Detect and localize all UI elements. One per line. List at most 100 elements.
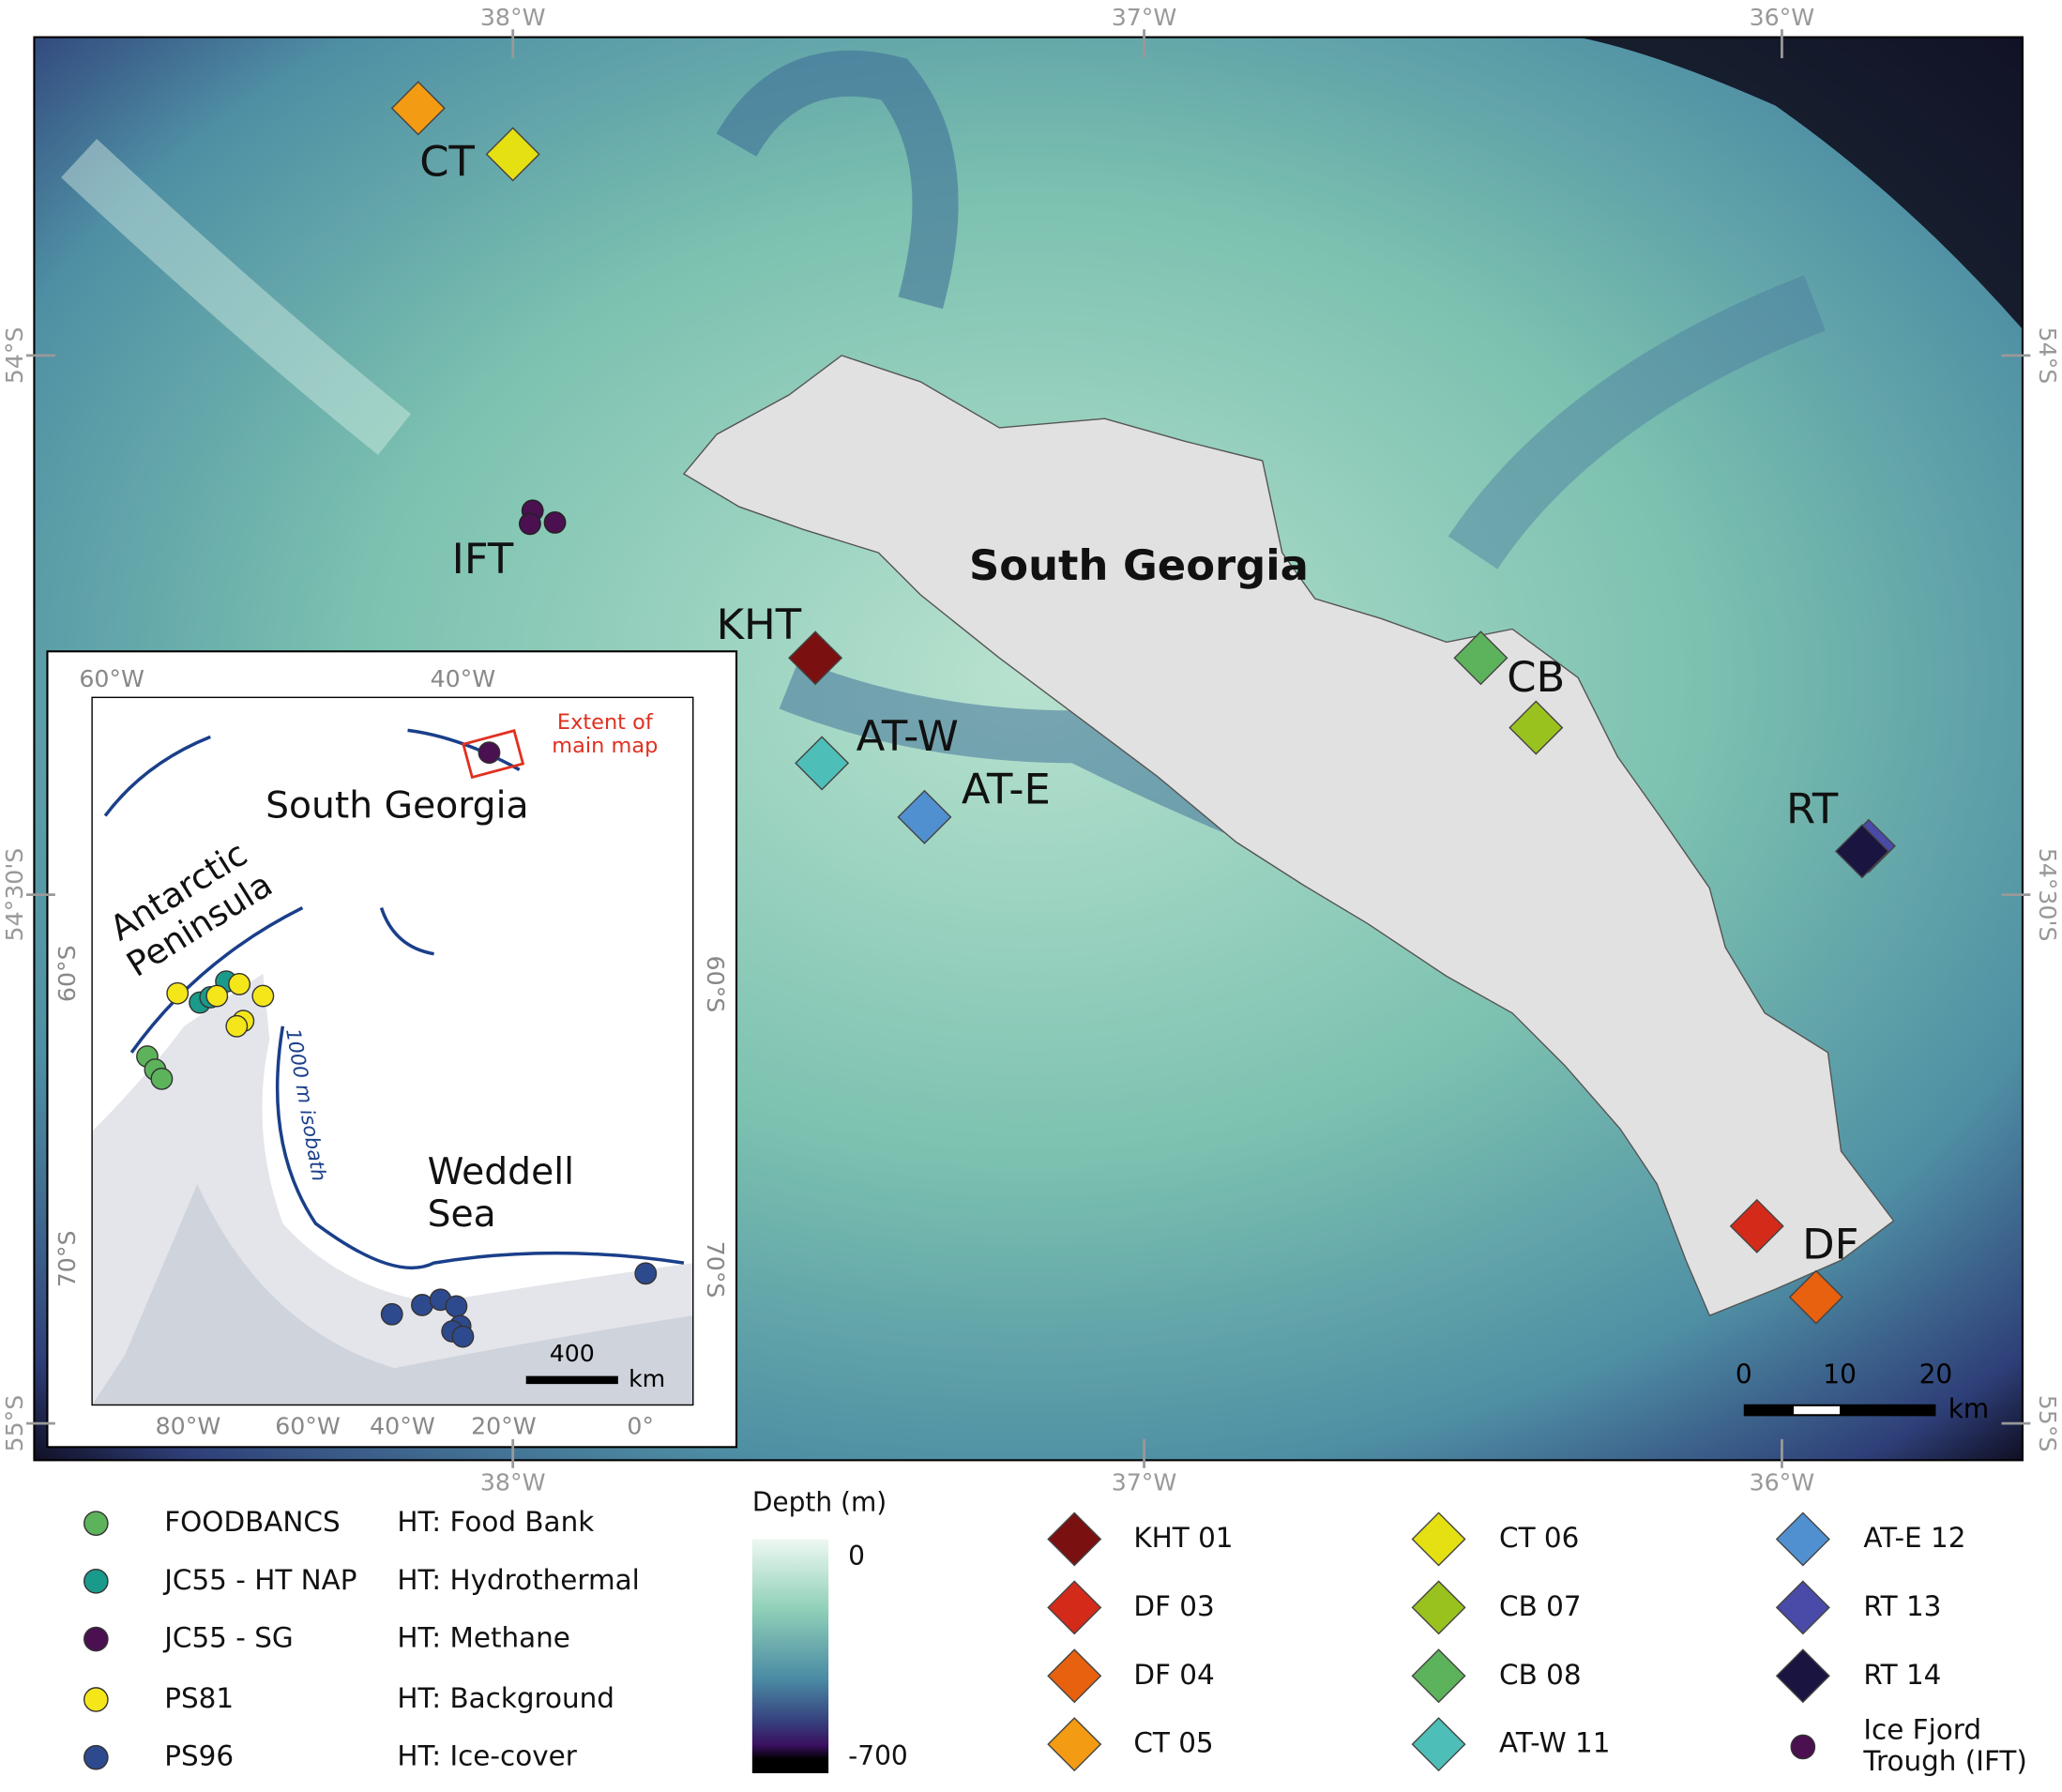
lat-label: 55°S (2034, 1395, 2061, 1452)
sample-name: CT 06 (1499, 1522, 1579, 1554)
scale-label: 20 (1919, 1359, 1953, 1390)
region-type: HT: Hydrothermal (397, 1564, 640, 1596)
sample-swatch (1047, 1511, 1102, 1567)
sample-name: AT-E 12 (1863, 1522, 1965, 1554)
island-label: South Georgia (969, 540, 1309, 590)
scale-label: 0 (1736, 1359, 1752, 1390)
inset-lon-label: 60°W (79, 665, 144, 692)
inset-site (205, 984, 229, 1008)
ift-marker (543, 510, 567, 534)
inset-lat-label: 70°S (702, 1241, 729, 1298)
inset-site (451, 1325, 475, 1348)
sample-name: RT 14 (1863, 1659, 1941, 1691)
region-type: HT: Food Bank (397, 1506, 594, 1538)
region-type: HT: Ice-cover (397, 1740, 577, 1772)
site-label: IFT (452, 534, 514, 584)
sample-swatch (1047, 1717, 1102, 1772)
sample-swatch (1411, 1580, 1466, 1635)
legend: Depth (m) 0 -700 Ice Fjord Trough (IFT) … (83, 1487, 2027, 1778)
sample-name: DF 04 (1133, 1659, 1214, 1691)
sample-name: CB 07 (1499, 1590, 1582, 1622)
inset-site (478, 741, 501, 765)
isobath (129, 906, 685, 1270)
inset-site (150, 1067, 174, 1090)
lat-label: 54°30'S (1, 848, 28, 942)
inset-lat-label: 60°S (53, 945, 81, 1002)
lon-label: 36°W (1750, 1469, 1815, 1496)
inset-site (634, 1262, 658, 1285)
island (682, 355, 1895, 1317)
sample-swatch (1047, 1648, 1102, 1704)
sample-marker (897, 789, 952, 844)
shelf (61, 139, 412, 455)
inset-site (445, 1295, 468, 1318)
inset-lon-label: 60°W (275, 1412, 341, 1439)
inset-place: South Georgia (265, 785, 528, 828)
inset-site (225, 1014, 249, 1038)
region-swatch (83, 1569, 109, 1594)
region-name: JC55 - SG (162, 1622, 293, 1654)
inset-scale-unit: km (629, 1365, 665, 1392)
sample-swatch (1411, 1717, 1466, 1772)
map-frame (33, 36, 2024, 1462)
inset-place-wrap: Weddell Sea (427, 1150, 575, 1236)
region-swatch (83, 1687, 109, 1712)
inset: South Georgia Antarctic Peninsula Weddel… (46, 650, 738, 1449)
depth-min: -700 (848, 1740, 908, 1771)
ift-label: Ice Fjord Trough (IFT) (1863, 1713, 2027, 1778)
channel (1448, 275, 1826, 569)
lat-label: 54°S (2034, 327, 2061, 385)
sample-marker (795, 736, 850, 791)
extent-label: Extent of main map (552, 710, 659, 759)
sample-name: DF 03 (1133, 1590, 1214, 1622)
lat-label: 55°S (1, 1395, 28, 1452)
sample-marker (390, 81, 446, 136)
site-label: KHT (717, 600, 802, 649)
region-type: HT: Methane (397, 1622, 570, 1654)
depth-title: Depth (m) (752, 1487, 887, 1518)
sample-name: CT 05 (1133, 1727, 1213, 1759)
site-label: AT-E (962, 764, 1051, 813)
channel (716, 50, 959, 310)
sample-marker (1453, 630, 1509, 686)
sample-marker (788, 630, 843, 686)
lat-label: 54°S (1, 327, 28, 385)
sample-swatch (1775, 1511, 1830, 1567)
region-type: HT: Background (397, 1682, 614, 1714)
lon-label: 38°W (480, 1469, 546, 1496)
inset-lon-label: 40°W (431, 665, 496, 692)
site-label: DF (1802, 1219, 1858, 1268)
inset-map-frame (91, 696, 694, 1406)
lat-label: 54°30'S (2034, 848, 2061, 942)
region-swatch (83, 1626, 109, 1652)
ift-marker (519, 512, 541, 536)
region-name: FOODBANCS (164, 1506, 340, 1538)
depth-colorbar (751, 1539, 829, 1773)
inset-lon-label: 40°W (370, 1412, 435, 1439)
ift-label-wrap: Ice Fjord Trough (IFT) (1863, 1713, 2027, 1778)
lon-label: 36°W (1750, 4, 1815, 31)
ift-swatch (1790, 1734, 1816, 1760)
inset-site (166, 981, 190, 1005)
sample-marker (1788, 1269, 1843, 1325)
sample-marker (1729, 1198, 1784, 1253)
inset-site (251, 984, 275, 1008)
extent-label-wrap: Extent of main map (552, 710, 659, 759)
inset-site (228, 973, 251, 995)
inset-lat-label: 60°S (702, 956, 729, 1013)
sample-name: RT 13 (1863, 1590, 1941, 1622)
sample-swatch (1411, 1511, 1466, 1567)
inset-site (411, 1294, 433, 1316)
sample-name: CB 08 (1499, 1659, 1582, 1691)
site-label: CT (419, 137, 475, 187)
lon-label: 37°W (1112, 1469, 1177, 1496)
inset-place: Weddell Sea (427, 1150, 575, 1236)
sample-marker (485, 127, 540, 182)
ice-shelf (92, 1183, 693, 1405)
site-label: RT (1786, 783, 1839, 833)
sample-swatch (1047, 1580, 1102, 1635)
deep-water (1578, 37, 2023, 329)
inset-lon-label: 80°W (156, 1412, 221, 1439)
sample-swatch (1411, 1648, 1466, 1704)
